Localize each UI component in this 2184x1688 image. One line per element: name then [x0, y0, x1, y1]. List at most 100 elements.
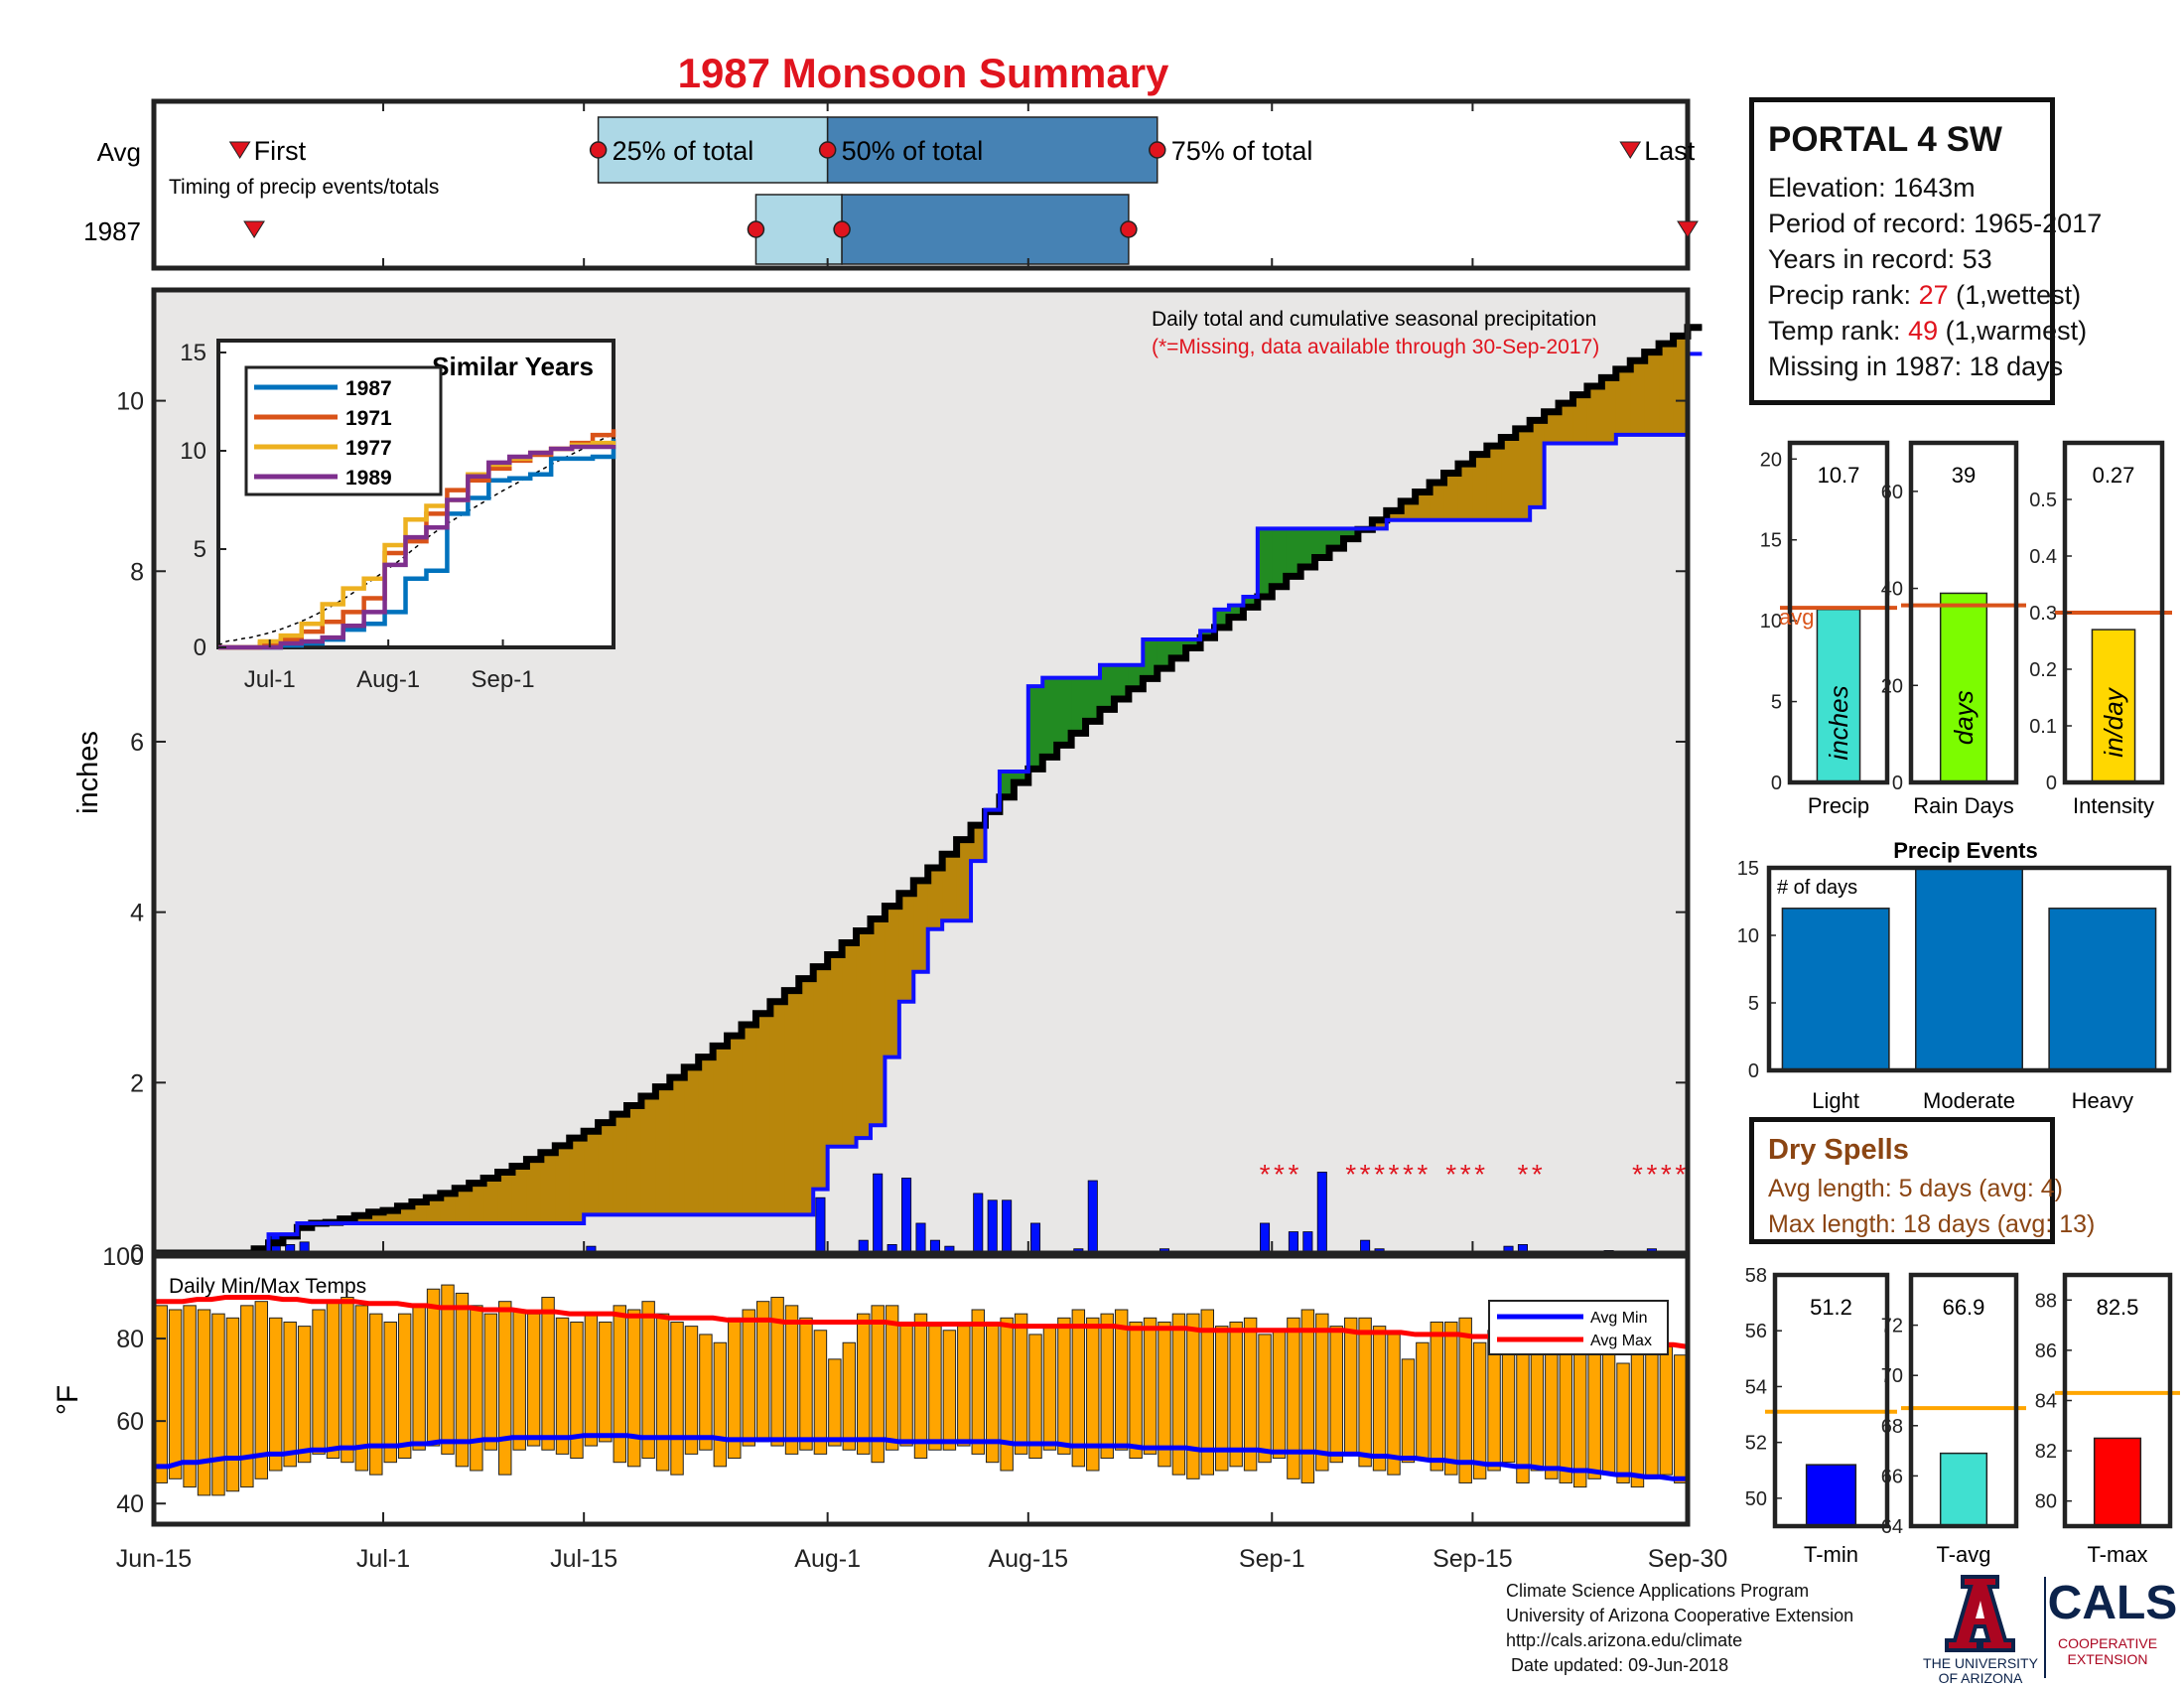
daily-temp-bar: [254, 1301, 269, 1479]
precip-difference-fill: [1615, 368, 1631, 435]
precip-difference-fill: [1472, 454, 1488, 520]
precip-events-frame: [1766, 865, 2172, 1073]
precip-difference-fill: [1486, 446, 1502, 520]
station-info-box: PORTAL 4 SW Elevation: 1643m Period of r…: [1749, 97, 2103, 405]
daily-temp-bar: [1100, 1313, 1114, 1460]
daily-temp-bar: [655, 1313, 670, 1472]
precip-ytick-label: 2: [130, 1069, 144, 1097]
legend-label-1987: 1987: [345, 377, 392, 400]
temp-ytick-label: 100: [102, 1243, 144, 1271]
legend-avg-max-label: Avg Max: [1590, 1333, 1652, 1349]
precip-difference-fill: [1243, 597, 1259, 608]
precip-difference-fill: [898, 893, 914, 1002]
daily-temp-bar: [1401, 1358, 1416, 1464]
precip-difference-fill: [1443, 473, 1459, 520]
cals-sub1: COOPERATIVE: [2058, 1635, 2157, 1651]
precip-difference-fill: [842, 942, 858, 1147]
last-event-marker-avg: [1619, 141, 1642, 159]
daily-temp-bar: [1114, 1309, 1129, 1451]
precip-difference-fill: [1257, 528, 1273, 598]
precip-events-title: Precip Events: [1893, 838, 2038, 863]
station-period: Period of record: 1965-2017: [1768, 209, 2103, 238]
daily-temp-bar: [512, 1309, 526, 1451]
daily-temp-bar: [613, 1305, 626, 1464]
credit-line-4: Date updated: 09-Jun-2018: [1506, 1655, 1729, 1675]
avg-min-line: [154, 1433, 1688, 1481]
precip-difference-fill: [942, 854, 958, 921]
daily-temp-bar: [183, 1305, 197, 1488]
temp-bar-0: [1805, 1464, 1857, 1527]
precip-difference-fill: [1601, 377, 1617, 444]
precip-ytick-label: 20: [1881, 675, 1903, 697]
precip-frame-0: [1787, 440, 1890, 785]
precip-ytick-label: 4: [130, 900, 144, 927]
missing-day-marker: *: [1274, 1159, 1285, 1190]
daily-precip-bar: [973, 1193, 984, 1254]
daily-precip-bar: [1260, 1222, 1271, 1254]
timing-frame: [151, 98, 1691, 271]
precip-label-1: Rain Days: [1913, 793, 2013, 818]
daily-temp-bar: [770, 1297, 784, 1447]
daily-temp-bar: [1243, 1317, 1258, 1472]
temp-value-0: 51.2: [1810, 1295, 1852, 1320]
cals-sub2: EXTENSION: [2068, 1651, 2148, 1667]
temp-ytick-label: 88: [2035, 1290, 2057, 1312]
avg-cumulative-line: [154, 325, 1703, 1255]
temp-frame-overlay: [151, 1253, 1691, 1527]
daily-temp-bar: [599, 1321, 613, 1443]
ua-name-line1: THE UNIVERSITY: [1923, 1655, 2039, 1671]
credits: Climate Science Applications Program Uni…: [1506, 1579, 1853, 1678]
daily-temp-bar: [742, 1309, 755, 1447]
missing-day-marker: *: [1374, 1159, 1385, 1190]
daily-temp-bar: [1358, 1317, 1372, 1468]
daily-temp-bar: [470, 1305, 483, 1472]
missing-day-marker: *: [1389, 1159, 1400, 1190]
temp-ytick-label: 70: [1881, 1365, 1903, 1387]
precip-difference-fill: [769, 1001, 785, 1215]
label-25pct: 25% of total: [613, 136, 754, 166]
precip-difference-fill: [440, 1193, 456, 1223]
x-axis-date-label: Sep-30: [1648, 1545, 1728, 1573]
daily-temp-bar: [1158, 1321, 1171, 1468]
daily-temp-bar: [1343, 1317, 1358, 1455]
daily-temp-bar: [1472, 1341, 1487, 1479]
daily-temp-bar: [942, 1330, 957, 1451]
daily-temp-bar: [1616, 1362, 1630, 1483]
temp-bar-1: [1939, 1452, 1988, 1527]
timing-row-avg: Avg: [97, 137, 141, 167]
precip-difference-fill: [555, 1145, 571, 1223]
daily-precip-bar: [815, 1196, 826, 1254]
temp-ylabel: °F: [52, 1385, 84, 1415]
daily-temp-bar: [341, 1297, 354, 1464]
avg-max-line: [154, 1295, 1689, 1349]
precip-ytick-label: 10: [116, 388, 144, 416]
temp-ytick-label: 66: [1881, 1466, 1903, 1487]
daily-temp-bar: [455, 1292, 470, 1468]
daily-temp-bar: [269, 1317, 283, 1472]
precip-avg-label: avg: [1779, 605, 1814, 630]
temp-frame-0: [1772, 1272, 1890, 1529]
precip-rank-value: 27: [1918, 280, 1949, 310]
precip-ytick-label: 15: [1760, 530, 1782, 552]
precip-value-0: 10.7: [1818, 463, 1860, 488]
precip-difference-fill: [1343, 528, 1359, 539]
missing-day-marker: *: [1445, 1159, 1456, 1190]
temp-ytick-label: 64: [1881, 1516, 1903, 1538]
missing-day-marker: *: [1517, 1159, 1528, 1190]
x-axis-date-label: Jul-1: [356, 1545, 410, 1573]
temp-rank: Temp rank: 49 (1,warmest): [1768, 313, 2087, 349]
temp-bar-2: [2093, 1437, 2142, 1527]
precip-difference-fill: [526, 1159, 542, 1223]
precip-difference-fill: [684, 1066, 700, 1215]
daily-temp-bar: [1545, 1334, 1559, 1479]
daily-temp-bar: [1143, 1317, 1158, 1455]
precip-difference-fill: [511, 1166, 528, 1223]
daily-temp-bar: [971, 1309, 985, 1455]
temp-rank-value: 49: [1908, 316, 1939, 346]
precip-difference-fill: [455, 1188, 471, 1223]
missing-day-marker: *: [1417, 1159, 1428, 1190]
precip-difference-fill: [798, 978, 814, 1215]
precip-difference-fill: [1042, 677, 1058, 758]
precip-difference-fill: [784, 990, 800, 1215]
precip-rank-label: Precip rank:: [1768, 280, 1919, 310]
